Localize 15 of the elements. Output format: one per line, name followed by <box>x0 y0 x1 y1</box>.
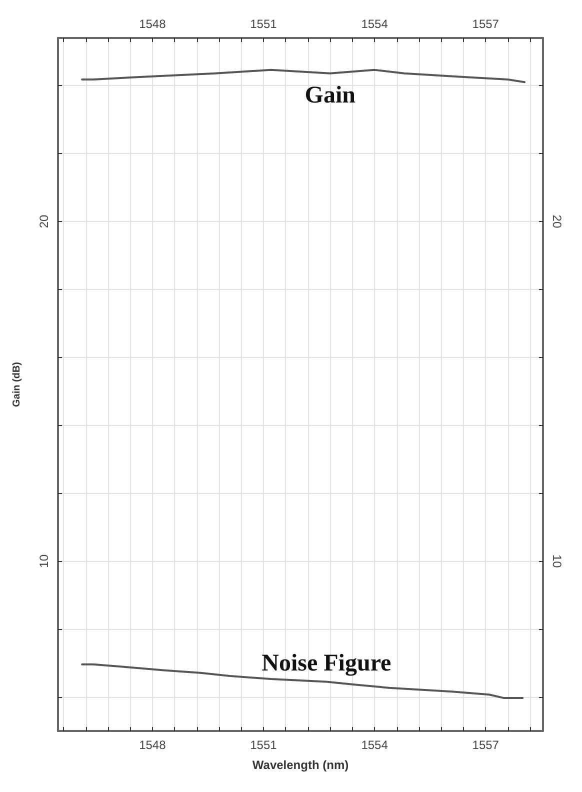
x2-tick-label: 1551 <box>250 17 278 31</box>
x-tick-label: 1557 <box>472 738 500 752</box>
x-axis-title: Wavelength (nm) <box>252 758 349 772</box>
y2-tick-label: 20 <box>550 214 564 228</box>
x2-tick-label: 1554 <box>361 17 388 31</box>
x2-tick-label: 1557 <box>472 17 500 31</box>
series-label: Noise Figure <box>262 650 392 677</box>
series-label: Gain <box>304 82 356 108</box>
x2-tick-label: 1548 <box>139 17 166 31</box>
line-series <box>81 68 526 84</box>
x-tick-label: 1548 <box>139 738 166 752</box>
x-tick-label: 1551 <box>250 738 278 752</box>
y2-tick-label: 10 <box>550 554 564 568</box>
x-tick-label: 1554 <box>361 738 388 752</box>
y-axis-title: Gain (dB) <box>12 362 22 407</box>
